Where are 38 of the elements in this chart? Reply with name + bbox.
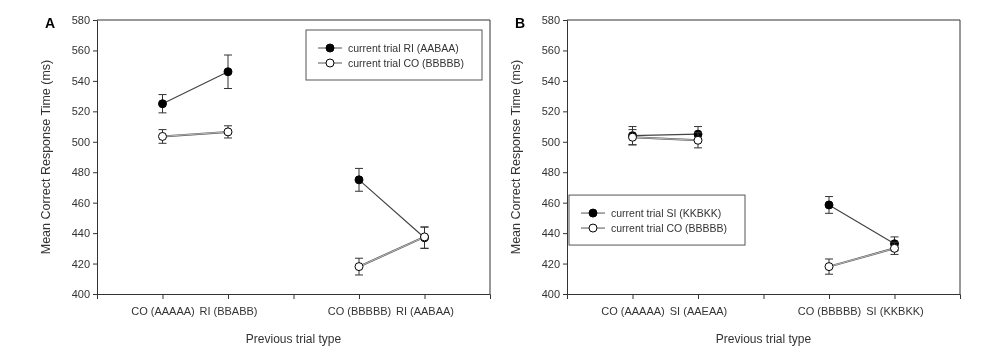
y-axis-title: Mean Correct Response Time (ms) <box>509 59 523 255</box>
x-tick-label: CO (AAAAA) <box>601 304 665 317</box>
chart-title: B <box>514 15 526 31</box>
y-tick-label: 400 <box>541 288 560 301</box>
legend-label: current trial SI (KKBKK) <box>611 207 722 220</box>
y-tick-label: 520 <box>541 105 560 118</box>
x-tick-label: CO (BBBBB) <box>327 304 392 317</box>
x-tick-label: SI (KKBKK) <box>866 304 924 317</box>
y-tick-label: 420 <box>71 257 90 270</box>
y-axis-title: Mean Correct Response Time (ms) <box>39 59 53 255</box>
y-tick-label: 560 <box>71 44 90 57</box>
y-tick-label: 460 <box>71 196 90 209</box>
y-tick-label: 520 <box>71 105 90 118</box>
x-tick-label: SI (AAEAA) <box>669 304 728 317</box>
legend-label: current trial CO (BBBBB) <box>611 222 728 235</box>
legend-label: current trial RI (AABAA) <box>348 42 459 54</box>
y-tick-label: 540 <box>541 74 560 87</box>
y-tick-label: 560 <box>541 44 560 57</box>
x-tick-label: RI (BBABB) <box>199 304 258 317</box>
y-tick-label: 580 <box>541 14 560 27</box>
y-tick-label: 460 <box>541 196 560 209</box>
legend-label: current trial CO (BBBBB) <box>348 57 465 69</box>
chart-title: A <box>44 15 56 31</box>
y-tick-label: 500 <box>541 135 560 148</box>
x-axis-title: Previous trial type <box>715 332 812 346</box>
x-axis-title: Previous trial type <box>245 332 342 346</box>
x-tick-label: CO (BBBBB) <box>797 304 862 317</box>
x-tick-label: CO (AAAAA) <box>131 304 195 317</box>
y-tick-label: 540 <box>71 74 90 87</box>
x-tick-label: RI (AABAA) <box>395 304 455 317</box>
y-tick-label: 480 <box>71 166 90 179</box>
y-tick-label: 440 <box>541 227 560 240</box>
y-tick-label: 580 <box>71 14 90 27</box>
y-tick-label: 400 <box>71 288 90 301</box>
y-tick-label: 420 <box>541 257 560 270</box>
y-tick-label: 480 <box>541 166 560 179</box>
y-tick-label: 440 <box>71 227 90 240</box>
y-tick-label: 500 <box>71 135 90 148</box>
